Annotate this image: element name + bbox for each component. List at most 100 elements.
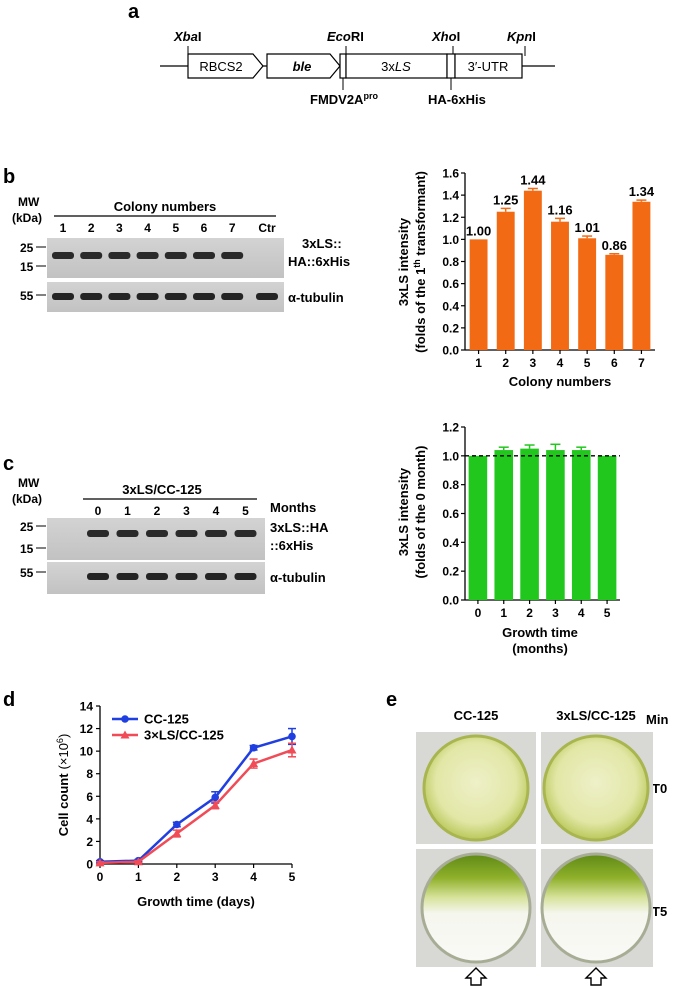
target-band [221, 252, 244, 259]
culture-plate [422, 734, 530, 842]
bar [605, 254, 624, 350]
target-blot-strip [47, 518, 265, 560]
bar [571, 450, 591, 600]
data-label: 1.44 [520, 172, 546, 187]
ha-6xhis-segment [446, 53, 456, 79]
y-tick-label: 0.8 [442, 255, 459, 269]
min-label: Min [646, 712, 668, 727]
mw-label: MW [18, 195, 40, 209]
data-point [172, 829, 182, 838]
data-label: 1.34 [629, 184, 655, 199]
bar [597, 455, 617, 600]
data-point [211, 793, 219, 802]
target-band [87, 530, 109, 537]
target-protein-label-2: ::6xHis [270, 538, 313, 553]
chart-b-xlabel: Colony numbers [509, 374, 612, 389]
target-protein-label-1: 3xLS::HA [270, 520, 329, 535]
culture-plate [542, 734, 650, 842]
lane-label: 0 [95, 504, 102, 518]
tubulin-band [234, 573, 257, 580]
x-tick-label: 4 [557, 356, 564, 370]
tubulin-label: α-tubulin [270, 570, 326, 585]
tubulin-band [108, 293, 131, 300]
marker-15: 15 [20, 542, 34, 556]
y-tick-label: 1.0 [442, 449, 459, 463]
y-tick-label: 8 [86, 767, 93, 781]
kpni-site: KpnI [507, 29, 536, 44]
series-line [99, 735, 293, 863]
lane-label: 3 [183, 504, 190, 518]
tubulin-band [136, 293, 159, 300]
bar [520, 448, 539, 600]
tubulin-band [175, 573, 198, 580]
lane-label: 4 [213, 504, 220, 518]
ecori-site: EcoRI [327, 29, 364, 44]
legend-marker [120, 730, 130, 739]
y-tick-label: 0.6 [442, 507, 459, 521]
chart-c-xlabel-1: Growth time [502, 625, 578, 640]
x-tick-label: 6 [611, 356, 618, 370]
y-tick-label: 0.2 [442, 565, 459, 579]
x-tick-label: 4 [578, 606, 585, 620]
lane-label: 3 [116, 221, 123, 235]
y-tick-label: 0.4 [442, 299, 459, 313]
data-point [210, 800, 220, 809]
culture-plate [540, 852, 652, 964]
utr-segment [454, 53, 523, 79]
x-tick-label: 3 [552, 606, 559, 620]
lane-labels: 0 1 2 3 4 5 [95, 504, 250, 518]
lane-labels: 1 2 3 4 5 6 7 Ctr [60, 221, 276, 235]
ble-label: ble [293, 59, 312, 74]
data-label: 1.00 [466, 223, 491, 238]
lane-label: 5 [172, 221, 179, 235]
data-point [287, 745, 297, 754]
marker-15: 15 [20, 260, 34, 274]
3xls-label: 3xLS [381, 59, 411, 74]
panel-a: a XbaI EcoRI XhoI KpnI RBCS2 ble 3xLS 3′… [128, 1, 555, 107]
panel-c-label: c [3, 453, 14, 475]
target-band [234, 530, 257, 537]
data-point [133, 857, 143, 866]
y-tick-label: 0.2 [442, 321, 459, 335]
blot-bands [87, 530, 257, 580]
y-tick-label: 2 [86, 835, 93, 849]
lane-label: 6 [201, 221, 208, 235]
target-band [205, 530, 227, 537]
lane-label: 1 [60, 221, 67, 235]
tubulin-band [256, 293, 278, 300]
marker-55: 55 [20, 289, 34, 303]
legend-label: 3×LS/CC-125 [144, 728, 224, 743]
y-tick-label: 1.0 [442, 233, 459, 247]
utr-label: 3′-UTR [468, 59, 509, 74]
bar [469, 239, 488, 350]
tubulin-band [205, 573, 227, 580]
data-point [249, 759, 259, 768]
row-label-t5: T5 [652, 904, 667, 919]
panel-d-label: d [3, 689, 15, 711]
y-tick-label: 4 [86, 812, 93, 826]
x-tick-label: 0 [475, 606, 482, 620]
x-tick-label: 2 [526, 606, 533, 620]
bar-chart-months: 3xLS intensity (folds of the 0 month) Gr… [396, 421, 620, 656]
target-band [108, 252, 131, 259]
y-tick-label: 12 [80, 722, 94, 736]
bar [546, 450, 565, 600]
x-tick-label: 5 [584, 356, 591, 370]
tubulin-band [221, 293, 244, 300]
lane-label: 2 [88, 221, 95, 235]
x-tick-label: 2 [173, 870, 180, 884]
bar [578, 238, 597, 350]
y-tick-label: 0.4 [442, 536, 459, 550]
target-protein-label-1: 3xLS:: [302, 236, 342, 251]
row-label-t0: T0 [652, 781, 667, 796]
data-point [249, 743, 258, 752]
x-tick-label: 1 [135, 870, 142, 884]
target-band [175, 530, 198, 537]
xbai-site: XbaI [173, 29, 201, 44]
target-band [116, 530, 139, 537]
panel-b-blot: b MW (kDa) Colony numbers 1 2 3 4 5 6 7 Ctr 25 … [3, 166, 350, 312]
marker-25: 25 [20, 520, 34, 534]
y-tick-label: 1.2 [442, 421, 459, 435]
lane-label: 7 [229, 221, 236, 235]
